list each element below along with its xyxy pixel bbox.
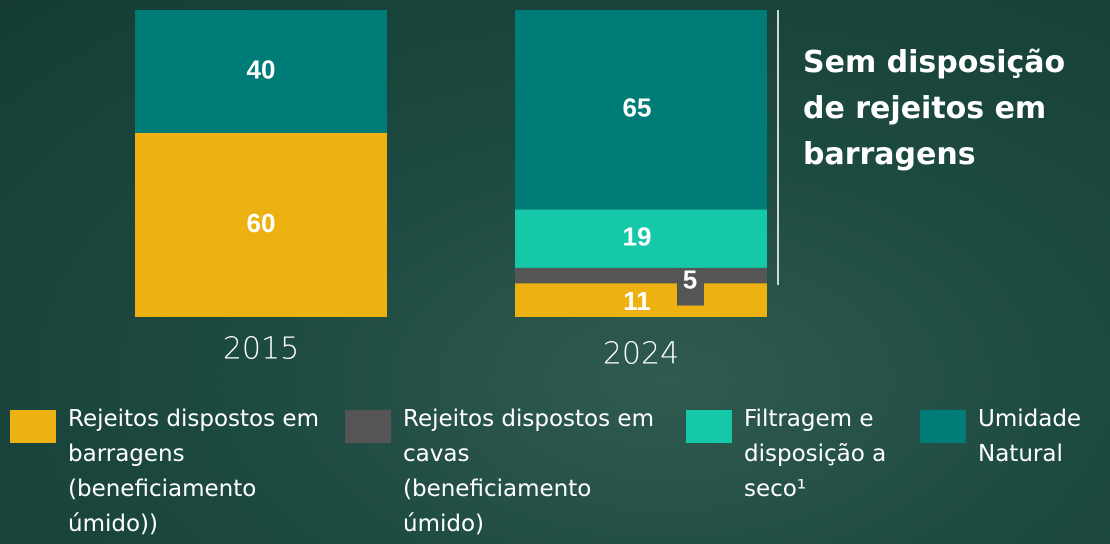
- legend-swatch: [345, 410, 391, 443]
- legend-item: Rejeitos dispostos em barragens (benefic…: [10, 406, 328, 542]
- legend-label: Filtragem e disposição a seco¹: [744, 406, 887, 502]
- legend-item: Filtragem e disposição a seco¹: [686, 406, 924, 507]
- bar-segment: [515, 209, 767, 268]
- value-label: 5: [683, 264, 697, 294]
- legend-item: Rejeitos dispostos em cavas (beneficiame…: [345, 406, 663, 542]
- annotation: Sem disposição de rejeitos em barragens: [803, 45, 1066, 172]
- legend-swatch: [686, 410, 732, 443]
- legend-item: Umidade Natural: [920, 406, 1108, 472]
- x-tick-label: 2024: [603, 337, 679, 372]
- bar-segment: [135, 10, 387, 133]
- value-label: 11: [623, 286, 651, 316]
- value-label: 40: [247, 54, 276, 84]
- legend-swatch: [920, 410, 966, 443]
- value-label: 60: [247, 208, 276, 238]
- bar-segment: [135, 132, 387, 317]
- legend-swatch: [10, 410, 56, 443]
- bar-segment: [515, 10, 767, 210]
- value-label: 65: [623, 93, 652, 123]
- legend-label: Rejeitos dispostos em barragens (benefic…: [68, 406, 319, 537]
- bar-segment: [515, 267, 767, 284]
- legend-label: Umidade Natural: [978, 406, 1082, 467]
- bar-segment: [515, 283, 767, 317]
- x-tick-label: 2015: [223, 332, 299, 367]
- legend-label: Rejeitos dispostos em cavas (beneficiame…: [403, 406, 654, 537]
- value-label: 19: [623, 222, 652, 252]
